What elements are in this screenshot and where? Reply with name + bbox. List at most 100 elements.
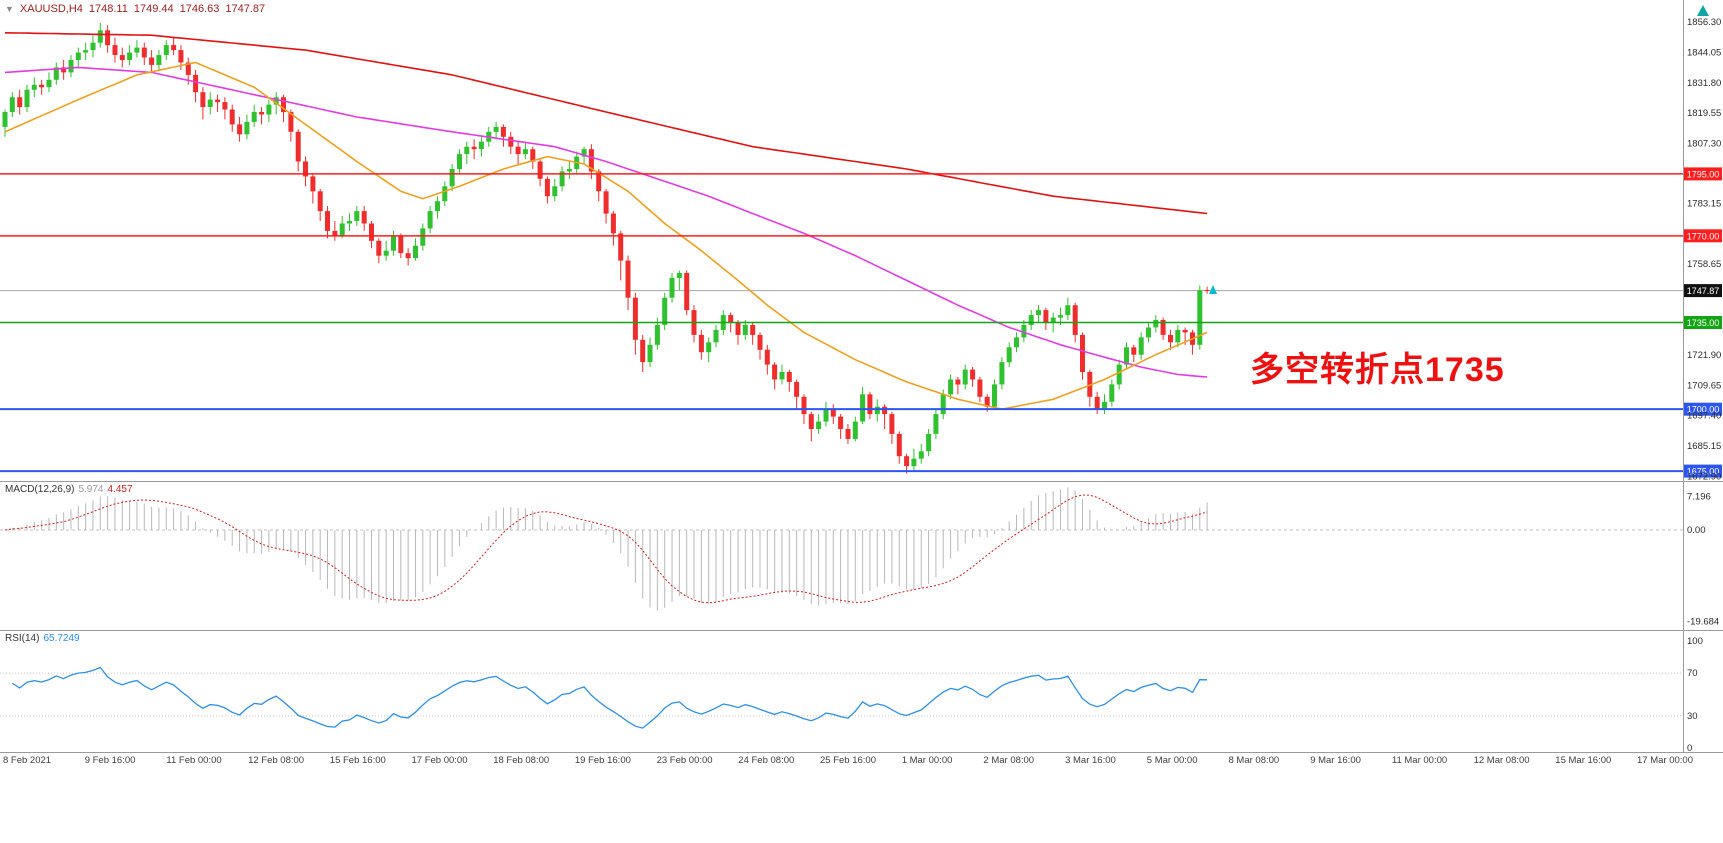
- candle-body: [618, 233, 624, 261]
- rsi-scale-tick: 100: [1687, 636, 1703, 647]
- candle-body: [1116, 364, 1122, 385]
- ma-slow-red: [4, 32, 1208, 215]
- candle-body: [237, 124, 243, 135]
- price-tick: 1709.65: [1687, 380, 1721, 391]
- time-tick: 23 Feb 00:00: [657, 755, 713, 766]
- macd-scale-tick: -19.684: [1687, 617, 1719, 628]
- rsi-line: [11, 666, 1208, 729]
- hline-tag-1795.00[interactable]: [1684, 167, 1722, 181]
- candle-body: [889, 414, 895, 434]
- candle-body: [596, 171, 602, 192]
- candle-body: [537, 161, 543, 179]
- price-tick: 1807.30: [1687, 138, 1721, 149]
- candle-body: [698, 334, 704, 353]
- candle-body: [1043, 310, 1049, 323]
- hline-tag-1700.00[interactable]: [1684, 402, 1722, 416]
- candle-body: [794, 381, 800, 397]
- candle-body: [193, 74, 199, 93]
- hline-tag-text: 1795.00: [1687, 169, 1720, 179]
- candle-body: [904, 456, 910, 467]
- candle-body: [882, 406, 888, 415]
- candle-body: [581, 149, 587, 157]
- candle-body: [1182, 329, 1188, 333]
- time-tick: 8 Feb 2021: [3, 755, 51, 766]
- time-tick: 18 Feb 08:00: [493, 755, 549, 766]
- candle-body: [823, 409, 829, 422]
- time-tick: 3 Mar 16:00: [1065, 755, 1116, 766]
- price-tick: 1672.90: [1687, 471, 1721, 482]
- macd-scale-tick: 7.196: [1687, 492, 1711, 503]
- candle-body: [530, 149, 536, 162]
- candle-body: [838, 416, 844, 429]
- rsi-scale-tick: 0: [1687, 743, 1692, 754]
- ohlc-high: 1749.44: [133, 3, 174, 15]
- macd-scale-tick: 0.00: [1687, 525, 1706, 536]
- time-tick: 11 Feb 00:00: [166, 755, 221, 766]
- candle-body: [2, 112, 8, 127]
- candle-body: [1021, 325, 1027, 338]
- candle-body: [61, 67, 67, 73]
- one-click-collapse-icon[interactable]: ▼: [5, 4, 14, 14]
- candle-body: [354, 211, 360, 221]
- candle-body: [772, 364, 778, 380]
- candle-body: [588, 149, 594, 172]
- candle-body: [654, 325, 660, 345]
- candle-body: [266, 104, 272, 115]
- candle-body: [1197, 290, 1203, 345]
- candle-body: [918, 451, 924, 459]
- candle-body: [383, 250, 389, 256]
- candle-body: [559, 171, 565, 187]
- price-tick: 1819.55: [1687, 108, 1721, 119]
- candle-body: [552, 186, 558, 197]
- time-tick: 15 Mar 16:00: [1555, 755, 1611, 766]
- candle-body: [801, 396, 807, 415]
- candle-body: [940, 394, 946, 415]
- price-arrow-icon[interactable]: [1209, 285, 1217, 294]
- candle-body: [310, 176, 316, 192]
- ohlc-open: 1748.11: [88, 3, 128, 15]
- hline-tag-1735.00[interactable]: [1684, 316, 1722, 329]
- candle-body: [713, 329, 719, 343]
- candle-body: [1028, 315, 1034, 325]
- candle-body: [24, 89, 30, 107]
- candle-body: [332, 230, 338, 236]
- candle-body: [515, 146, 521, 155]
- candle-body: [478, 141, 484, 150]
- time-axis[interactable]: 8 Feb 2021 9 Feb 16:00 11 Feb 00:00 12 Feb …: [3, 755, 1693, 766]
- candle-body: [830, 409, 836, 417]
- time-tick: 25 Feb 16:00: [820, 755, 876, 766]
- time-tick: 17 Feb 00:00: [412, 755, 468, 766]
- time-tick: 1 Mar 00:00: [902, 755, 953, 766]
- candle-body: [435, 201, 440, 212]
- candle-body: [603, 191, 609, 214]
- candle-body: [83, 50, 89, 53]
- candle-body: [464, 146, 470, 155]
- candle-body: [244, 121, 250, 135]
- candle-body: [1153, 320, 1159, 328]
- candle-body: [391, 235, 396, 251]
- macd-name: MACD(12,26,9): [5, 484, 75, 495]
- candle-body: [427, 211, 433, 229]
- hline-tag-1770.00[interactable]: [1684, 229, 1722, 243]
- price-tick: 1758.65: [1687, 259, 1721, 270]
- candle-body: [948, 379, 954, 395]
- candle-body: [1138, 337, 1144, 355]
- bid-price-tag-text: 1747.87: [1687, 286, 1720, 296]
- candle-body: [640, 339, 646, 363]
- candle-body: [1102, 401, 1107, 410]
- candle-body: [1006, 347, 1012, 363]
- candle-body: [215, 99, 221, 103]
- candle-body: [625, 260, 631, 298]
- candle-body: [860, 394, 866, 422]
- candle-body: [933, 414, 939, 434]
- candle-body: [317, 191, 323, 212]
- hline-tag-1675.00[interactable]: [1684, 464, 1722, 478]
- hline-tag-text: 1770.00: [1687, 231, 1720, 241]
- scale-anchor-icon[interactable]: [1697, 5, 1709, 16]
- rsi-name: RSI(14): [5, 633, 40, 644]
- candle-body: [288, 112, 294, 132]
- candle-body: [647, 344, 653, 363]
- candle-body: [1050, 317, 1056, 323]
- annotation-text: 多空转折点1735: [1250, 351, 1505, 389]
